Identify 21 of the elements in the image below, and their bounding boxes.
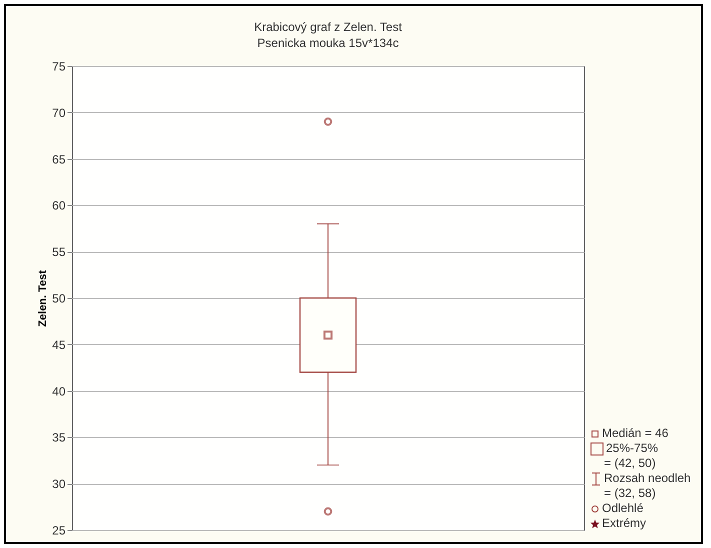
- y-tick-label: 60: [52, 198, 66, 213]
- text: = (42, 50): [604, 456, 656, 470]
- y-tick-label: 55: [52, 245, 66, 260]
- y-tick-label: 50: [52, 292, 66, 306]
- text: = (32, 58): [604, 486, 656, 500]
- text: Medián = 46: [602, 426, 668, 440]
- y-tick-label: 40: [52, 384, 66, 398]
- y-tick-label: 25: [52, 524, 66, 538]
- y-tick-label: 70: [52, 106, 66, 120]
- text: Rozsah neodleh: [604, 471, 691, 485]
- text: Extrémy: [602, 516, 646, 530]
- y-axis-title: Zelen. Test: [37, 270, 50, 327]
- y-tick-label: 65: [52, 152, 66, 166]
- y-tick-label: 75: [52, 60, 66, 74]
- y-tick-label: 45: [52, 338, 66, 352]
- y-tick-label: 30: [52, 477, 66, 492]
- y-tick-label: 35: [52, 430, 66, 445]
- text: Odlehlé: [602, 501, 644, 515]
- chart-subtitle: Psenicka mouka 15v*134c: [257, 36, 399, 50]
- text: 25%-75%: [606, 441, 658, 455]
- chart-title: Krabicový graf z Zelen. Test: [254, 20, 403, 34]
